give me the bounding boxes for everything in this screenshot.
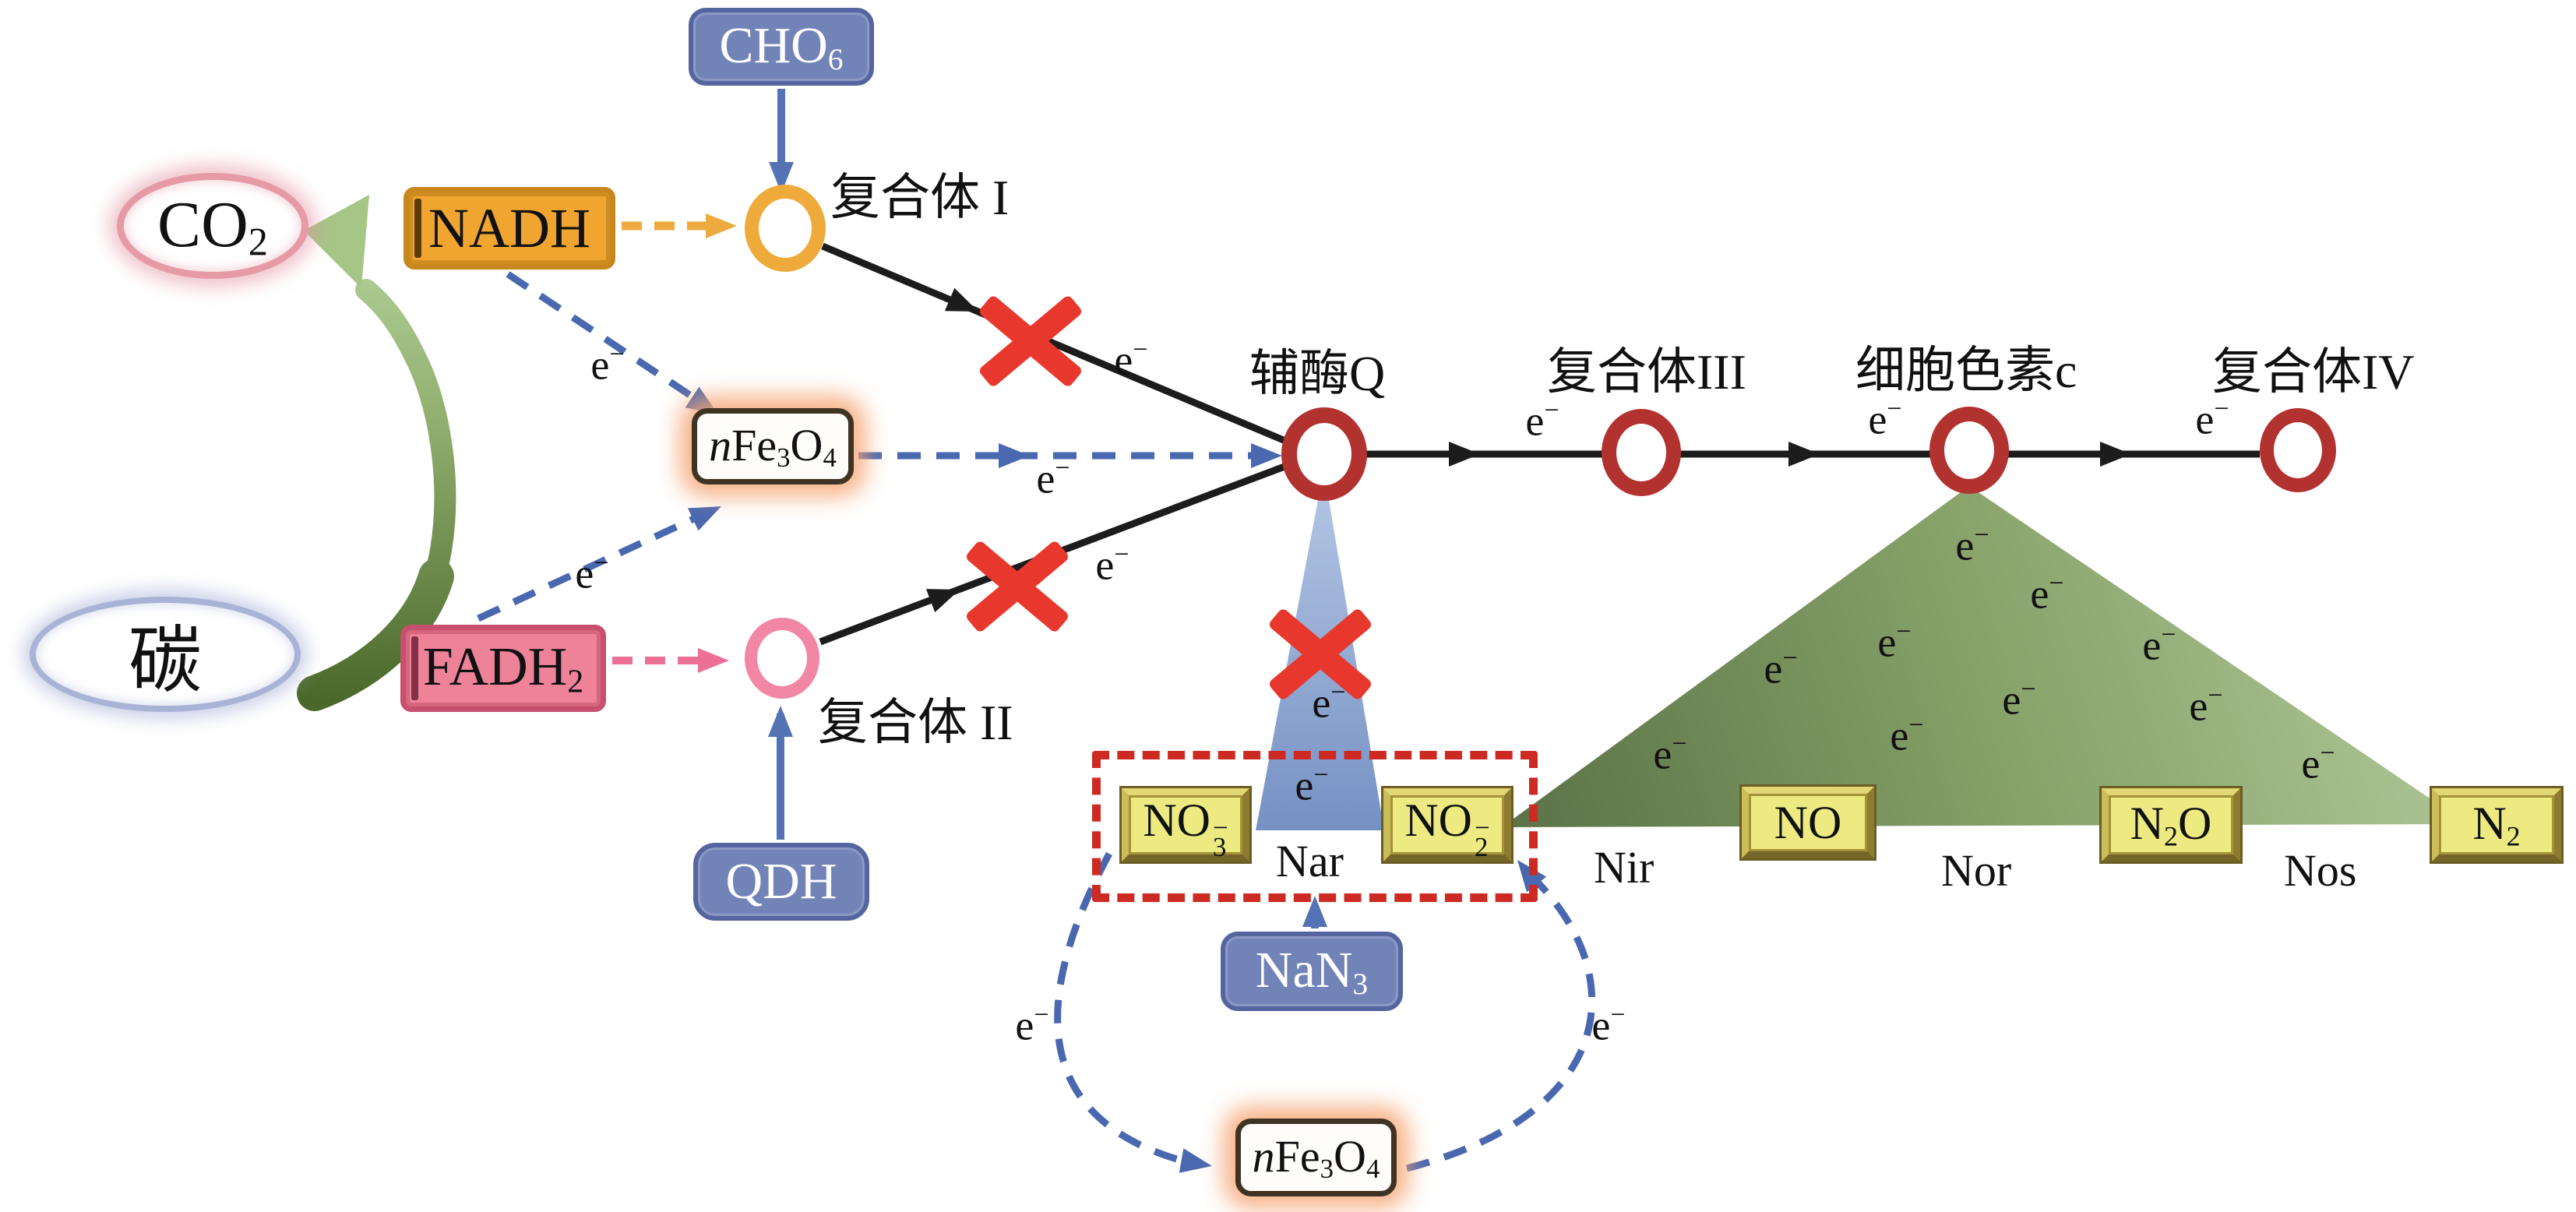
nfe3o4-top-box: nFe3O4 xyxy=(692,408,854,484)
complex4-label: 复合体IV xyxy=(2212,344,2415,400)
electron-label: e− xyxy=(1877,617,1912,666)
nfe3o4-bottom-box: nFe3O4 xyxy=(1235,1119,1397,1196)
electron-label: e− xyxy=(2301,738,2335,787)
nos-label: Nos xyxy=(2284,845,2357,896)
no3-box: NO −3 xyxy=(1122,788,1249,861)
electron-label: e− xyxy=(2195,394,2229,443)
electron-label: e− xyxy=(1036,453,1070,502)
qdh-box: QDH xyxy=(693,843,869,921)
co2-swoosh-arrow-shaft xyxy=(304,279,456,704)
carbon-label: 碳 xyxy=(128,621,202,702)
n2o-label: N2O xyxy=(2130,798,2212,852)
electron-label: e− xyxy=(575,548,609,597)
electron-label: e− xyxy=(1114,335,1148,384)
electron-label: e− xyxy=(1764,643,1798,692)
nfe3o4-top-label: nFe3O4 xyxy=(709,420,837,473)
electron-label: e− xyxy=(1312,678,1346,727)
complex2-label: 复合体 II xyxy=(818,695,1013,750)
no-label: NO xyxy=(1774,796,1842,848)
electron-label: e− xyxy=(1095,540,1129,589)
electron-label: e− xyxy=(2189,681,2223,730)
complex1-label: 复合体 I xyxy=(830,170,1010,225)
n2-box: N2 xyxy=(2432,788,2561,861)
nar-label: Nar xyxy=(1276,836,1344,886)
no3-label: NO −3 xyxy=(1143,794,1228,862)
cho6-label: CHO6 xyxy=(719,16,844,77)
no2-label: NO −2 xyxy=(1404,794,1490,862)
co2-swoosh-arrowhead xyxy=(304,195,369,288)
carbon-oval: 碳 xyxy=(30,597,301,712)
qdh-label: QDH xyxy=(725,853,837,910)
blue-dashed-lines xyxy=(477,271,1595,1172)
electron-label: e− xyxy=(1890,710,1924,759)
n2o-box: N2O xyxy=(2102,788,2240,861)
electron-label: e− xyxy=(590,340,625,389)
nir-label: Nir xyxy=(1594,842,1654,893)
co2-label: CO2 xyxy=(157,188,268,264)
electron-label: e− xyxy=(1868,394,1902,443)
coq-label: 辅酶Q xyxy=(1249,346,1386,401)
electron-label: e− xyxy=(2002,675,2036,724)
fadh2-label: FADH2 xyxy=(422,636,584,700)
fadh2-box: FADH2 xyxy=(400,625,606,712)
co2-oval: CO2 xyxy=(117,173,308,279)
nan3-box: NaN3 xyxy=(1221,932,1403,1011)
nfe3o4-bottom-label: nFe3O4 xyxy=(1252,1131,1380,1184)
n2-label: N2 xyxy=(2472,798,2521,852)
nor-label: Nor xyxy=(1941,845,2012,896)
cho6-box: CHO6 xyxy=(689,8,874,86)
cytc-label: 细胞色素c xyxy=(1855,343,2077,398)
electron-label: e− xyxy=(1525,396,1559,445)
electron-label: e− xyxy=(1591,1000,1626,1049)
electron-label: e− xyxy=(1295,760,1329,809)
nar-inhibition-dashed-box xyxy=(1092,751,1538,902)
nan3-label: NaN3 xyxy=(1255,941,1369,1002)
electron-label: e− xyxy=(2030,569,2064,618)
arrowheads xyxy=(685,162,2131,1173)
electron-label: e− xyxy=(1653,729,1687,778)
electron-label: e− xyxy=(1955,520,1989,569)
electron-label: e− xyxy=(2142,620,2176,669)
nadh-label: NADH xyxy=(428,196,590,259)
green-electron-funnel xyxy=(1502,486,2468,827)
electron-label: e− xyxy=(1015,1000,1049,1049)
complex3-label: 复合体III xyxy=(1547,344,1746,400)
no-box: NO xyxy=(1742,787,1874,858)
nadh-box: NADH xyxy=(403,187,615,270)
no2-box: NO −2 xyxy=(1383,788,1511,861)
